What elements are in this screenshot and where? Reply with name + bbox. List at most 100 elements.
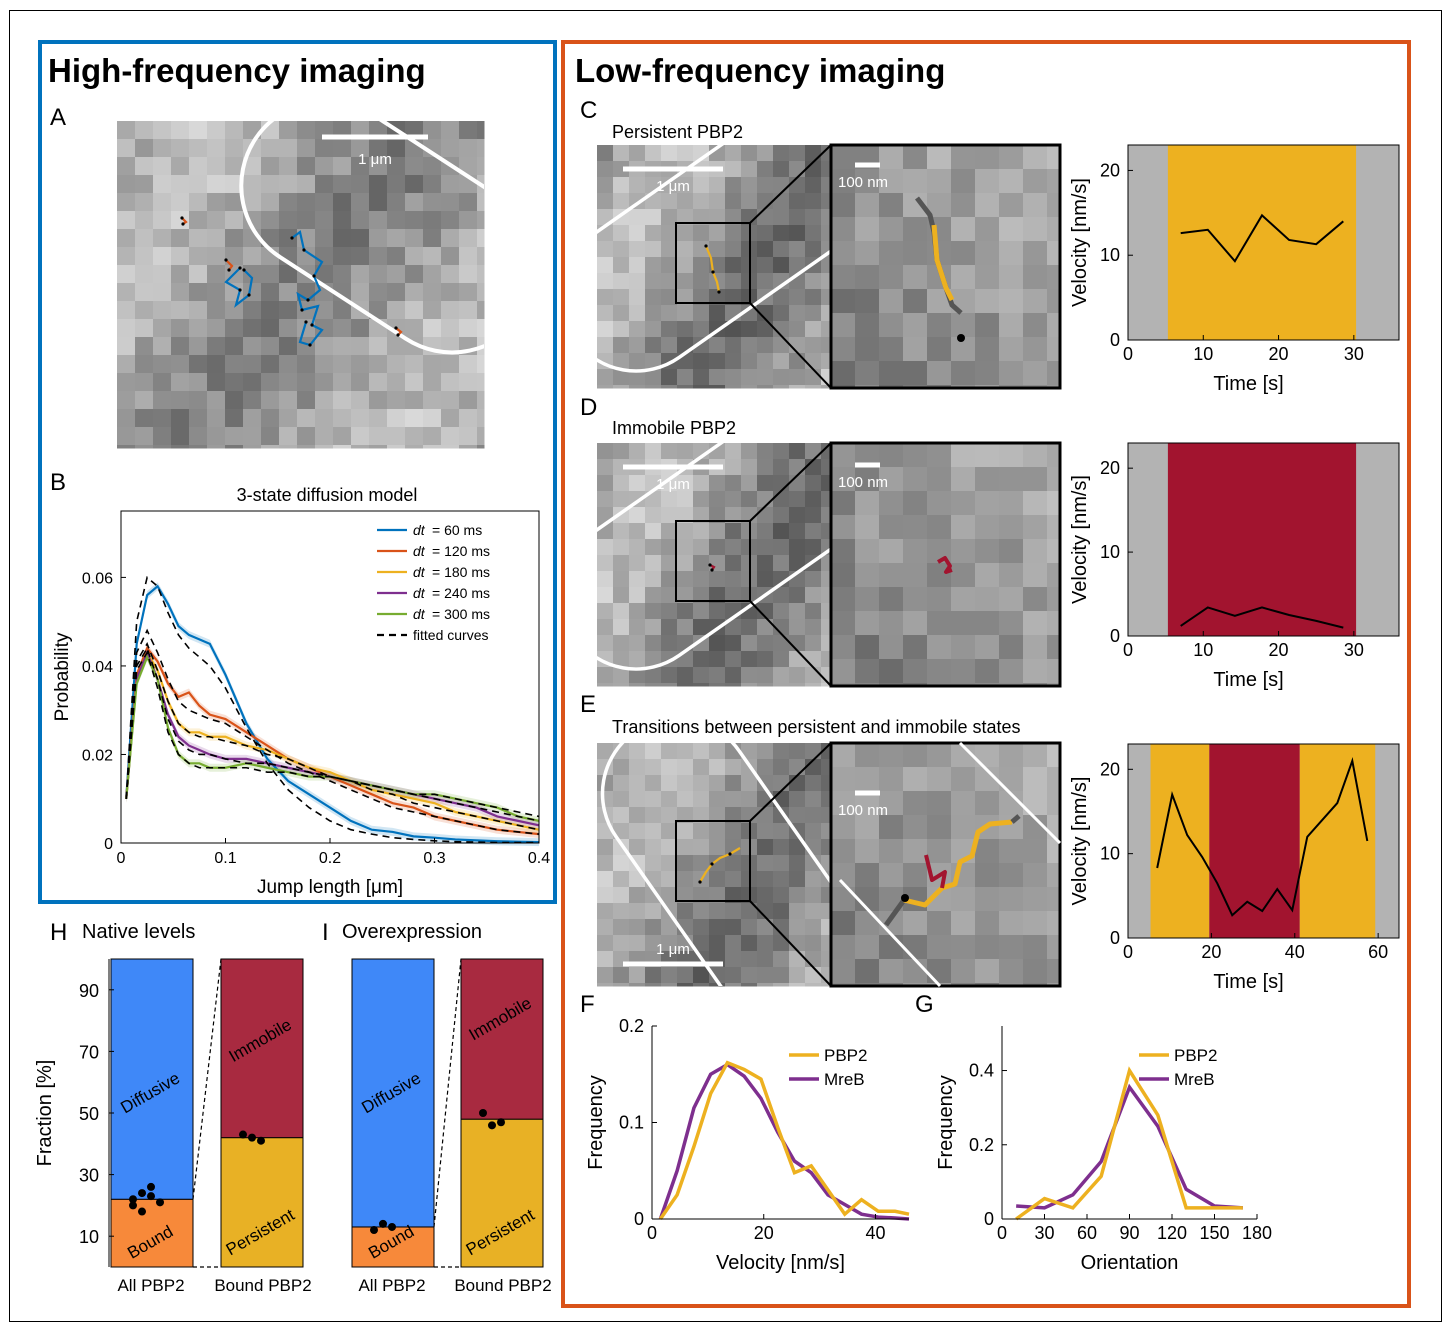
x-tick-label: 0: [1123, 344, 1133, 364]
panel-letter-a: A: [50, 104, 66, 131]
velocity-ylabel: Velocity [nm/s]: [1069, 178, 1091, 307]
y-tick-label: 20: [1100, 160, 1120, 180]
bar-segment-diffusive: [111, 959, 193, 1199]
y-tick-label: 10: [1100, 245, 1120, 265]
panel-d-title: Immobile PBP2: [612, 418, 736, 438]
legend-label: PBP2: [1174, 1046, 1217, 1065]
track-point: [181, 222, 184, 225]
y-tick-label: 10: [1100, 542, 1120, 562]
velocity-ylabel: Velocity [nm/s]: [1069, 475, 1091, 604]
x-tick-label: 0.4: [528, 850, 550, 867]
series-line-mreb: [1016, 1087, 1243, 1208]
legend-label: = 120 ms: [432, 543, 490, 559]
track-point: [710, 862, 713, 865]
panel-h-title: Native levels: [82, 921, 195, 943]
freq-ylabel: Frequency: [585, 1075, 607, 1170]
series-line-pbp2: [1016, 1071, 1243, 1219]
track-point: [704, 244, 707, 247]
x-tick-label: 0.3: [423, 850, 445, 867]
replicate-point: [129, 1201, 137, 1209]
y-tick-label: 90: [79, 981, 99, 1001]
x-tick-label: 30: [1034, 1223, 1054, 1243]
velocity-xlabel: Time [s]: [1213, 669, 1283, 691]
category-label: Bound PBP2: [454, 1276, 551, 1295]
y-tick-label: 0.02: [82, 747, 113, 764]
x-tick-label: 0: [647, 1223, 657, 1243]
track-point: [227, 268, 230, 271]
x-tick-label: 20: [1269, 640, 1289, 660]
track-point: [717, 290, 720, 293]
replicate-point: [379, 1220, 387, 1228]
panel-letter-i: I: [322, 919, 329, 946]
confidence-band: [126, 653, 539, 825]
panel-letter-g: G: [915, 991, 934, 1018]
legend-label: MreB: [824, 1070, 865, 1089]
legend-prefix: dt: [413, 522, 426, 538]
replicate-point: [479, 1109, 487, 1117]
panel-letter-h: H: [50, 919, 67, 946]
y-tick-label: 0: [984, 1209, 994, 1229]
state-band-persistent: [1151, 744, 1210, 938]
x-tick-label: 0: [117, 850, 126, 867]
scale-bar-zoom-label: 100 nm: [838, 474, 888, 491]
y-tick-label: 10: [1100, 844, 1120, 864]
replicate-point: [138, 1189, 146, 1197]
panel-letter-c: C: [580, 97, 597, 124]
x-tick-label: 40: [1285, 942, 1305, 962]
panel-letter-b: B: [50, 469, 66, 496]
y-tick-label: 0.2: [969, 1135, 994, 1155]
replicate-point: [257, 1137, 265, 1145]
replicate-point: [138, 1208, 146, 1216]
x-tick-label: 120: [1157, 1223, 1187, 1243]
y-tick-label: 50: [79, 1104, 99, 1124]
scale-bar-zoom-label: 100 nm: [838, 174, 888, 191]
velocity-xlabel: Time [s]: [1213, 373, 1283, 395]
x-tick-label: 40: [865, 1223, 885, 1243]
legend-label: MreB: [1174, 1070, 1215, 1089]
bar-connector: [434, 959, 461, 1227]
category-label: All PBP2: [358, 1276, 425, 1295]
y-tick-label: 0.4: [969, 1061, 994, 1081]
track-point: [698, 880, 701, 883]
scale-bar-label: 1 μm: [358, 151, 392, 168]
panel-letter-f: F: [580, 991, 595, 1018]
panel-e-title: Transitions between persistent and immob…: [612, 717, 1021, 737]
track-point: [711, 270, 714, 273]
track-point: [247, 293, 250, 296]
legend-label: PBP2: [824, 1046, 867, 1065]
legend-prefix: dt: [413, 564, 426, 580]
freq-xlabel: Velocity [nm/s]: [716, 1252, 845, 1274]
scale-bar-zoom-label: 100 nm: [838, 802, 888, 819]
replicate-point: [147, 1192, 155, 1200]
x-tick-label: 0.1: [214, 850, 236, 867]
track-point: [710, 568, 713, 571]
replicate-point: [147, 1183, 155, 1191]
y-tick-label: 0: [1110, 928, 1120, 948]
track-point: [728, 852, 731, 855]
state-band-persistent: [1168, 145, 1356, 340]
track-point: [242, 268, 245, 271]
track-point: [306, 298, 309, 301]
track-point: [180, 216, 183, 219]
y-tick-label: 0.04: [82, 659, 113, 676]
y-tick-label: 0: [1110, 330, 1120, 350]
panel-i-title: Overexpression: [342, 921, 482, 943]
panel-b-axes: [121, 511, 539, 843]
x-tick-label: 20: [1201, 942, 1221, 962]
y-tick-label: 0.2: [619, 1016, 644, 1036]
track-point: [310, 323, 313, 326]
scale-bar-big-label: 1 μm: [656, 941, 690, 958]
section-title-high: High-frequency imaging: [48, 52, 426, 89]
x-tick-label: 10: [1193, 344, 1213, 364]
panel-b-title: 3-state diffusion model: [237, 485, 418, 505]
x-tick-label: 0: [1123, 942, 1133, 962]
track-end-marker: [957, 334, 965, 342]
x-tick-label: 20: [754, 1223, 774, 1243]
track-point: [304, 320, 307, 323]
replicate-point: [156, 1198, 164, 1206]
x-tick-label: 150: [1199, 1223, 1229, 1243]
track-point: [312, 274, 315, 277]
legend-prefix: dt: [413, 543, 426, 559]
x-tick-label: 30: [1344, 344, 1364, 364]
